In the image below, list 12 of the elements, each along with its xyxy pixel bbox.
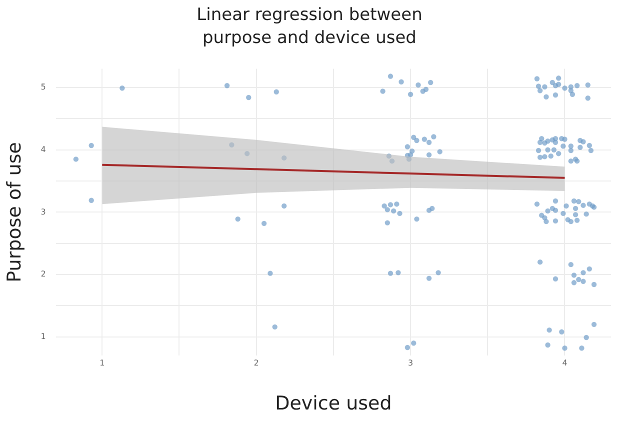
- chart-title: Linear regression between purpose and device used: [196, 4, 424, 50]
- y-tick-label: 4: [40, 144, 46, 154]
- x-tick-label: 3: [408, 358, 414, 368]
- y-tick-label: 5: [40, 82, 46, 92]
- x-axis-title: Device used: [275, 392, 392, 415]
- y-axis-title: Purpose of use: [3, 142, 26, 282]
- x-tick-label: 4: [562, 358, 568, 368]
- y-tick-label: 2: [40, 270, 46, 279]
- y-tick-label: 3: [40, 207, 46, 216]
- x-tick-label: 1: [100, 358, 105, 368]
- x-tick-label: 2: [254, 358, 259, 368]
- y-tick-label: 1: [40, 332, 46, 341]
